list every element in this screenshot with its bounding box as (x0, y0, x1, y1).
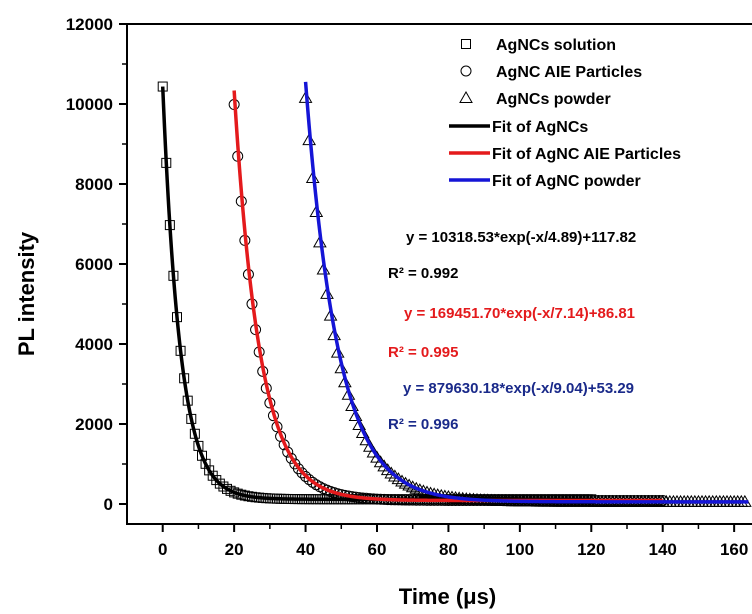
legend-item-agncs-solution: AgNCs solution (461, 37, 616, 54)
fit-annotations: y = 10318.53*exp(-x/4.89)+117.82 R² = 0.… (388, 229, 636, 433)
data-point-triangle (355, 426, 370, 439)
legend: AgNCs solution AgNC AIE Particles AgNCs … (449, 37, 681, 190)
data-point-square (222, 483, 232, 494)
fit-line (303, 81, 749, 504)
x-axis-title: Time (μs) (399, 584, 496, 609)
legend-item-fit-aie-particles: Fit of AgNC AIE Particles (449, 146, 681, 163)
y-tick-label: 4000 (75, 335, 113, 354)
data-point-triangle (341, 387, 356, 400)
legend-swatch-circle (460, 65, 472, 77)
data-point-triangle (316, 262, 331, 275)
y-tick-label: 12000 (66, 15, 113, 34)
x-tick-label: 20 (225, 540, 244, 559)
data-point-square (204, 465, 215, 476)
r-squared-agncs: R² = 0.992 (388, 265, 458, 282)
data-point-square (225, 485, 236, 496)
data-point-square (214, 478, 225, 489)
fit-equation-aie-particles: y = 169451.70*exp(-x/7.14)+86.81 (404, 305, 635, 322)
legend-label: AgNCs powder (496, 91, 611, 108)
x-tick-label: 120 (577, 540, 605, 559)
data-point-triangle (359, 433, 374, 446)
data-point-triangle (323, 308, 338, 321)
legend-label: AgNCs solution (496, 37, 616, 54)
data-point-triangle (330, 345, 345, 358)
y-tick-label: 6000 (75, 255, 113, 274)
x-tick-label: 100 (506, 540, 534, 559)
data-point-triangle (362, 439, 377, 452)
data-point-square (200, 458, 211, 469)
data-point-square (211, 475, 222, 486)
x-tick-label: 160 (720, 540, 748, 559)
r-squared-aie-particles: R² = 0.995 (388, 344, 458, 361)
legend-swatch-triangle (459, 90, 473, 103)
data-point-triangle (327, 328, 342, 341)
legend-item-agncs-powder: AgNCs powder (459, 90, 611, 108)
fit-lines-layer (160, 81, 749, 504)
y-tick-label: 0 (104, 495, 113, 514)
legend-item-fit-powder: Fit of AgNC powder (449, 173, 641, 190)
legend-item-fit-agncs: Fit of AgNCs (449, 119, 588, 136)
data-point-triangle (345, 398, 359, 411)
y-axis-title: PL intensity (14, 231, 39, 356)
x-tick-label: 60 (368, 540, 387, 559)
y-tick-label: 8000 (75, 175, 113, 194)
x-tick-label: 80 (439, 540, 458, 559)
data-point-triangle (348, 408, 363, 422)
x-tick-label: 140 (649, 540, 677, 559)
ticks-layer: 0 20 40 60 80 100 120 140 160 0 2000 4000 6000 8000 10… (66, 15, 749, 559)
data-point-triangle (334, 361, 349, 374)
data-point-circle (303, 474, 315, 486)
x-tick-label: 40 (296, 540, 315, 559)
fit-equation-powder: y = 879630.18*exp(-x/9.04)+53.29 (403, 380, 634, 397)
legend-label: Fit of AgNC powder (492, 173, 641, 190)
data-point-circle (300, 470, 312, 482)
data-point-triangle (312, 235, 327, 248)
legend-item-agnc-aie-particles: AgNC AIE Particles (460, 64, 642, 81)
legend-swatch-square (461, 39, 471, 49)
fit-equation-agncs: y = 10318.53*exp(-x/4.89)+117.82 (406, 229, 636, 246)
data-point-circle (292, 463, 304, 475)
legend-label: Fit of AgNC AIE Particles (492, 146, 681, 163)
data-point-triangle (337, 375, 352, 388)
plot-frame (126, 23, 752, 525)
legend-label: AgNC AIE Particles (496, 64, 642, 81)
data-point-circle (296, 467, 308, 479)
x-tick-label: 0 (158, 540, 167, 559)
y-tick-label: 10000 (66, 95, 113, 114)
y-tick-label: 2000 (75, 415, 113, 434)
legend-label: Fit of AgNCs (492, 119, 588, 136)
r-squared-powder: R² = 0.996 (388, 416, 458, 433)
data-point-triangle (352, 417, 367, 430)
data-point-triangle (320, 286, 334, 299)
